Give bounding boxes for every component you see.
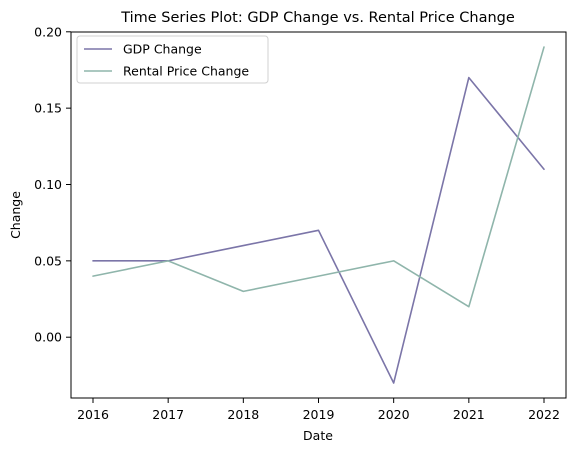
y-axis-label: Change [8,191,23,239]
data-point [467,305,470,308]
x-axis-label: Date [303,428,333,443]
legend-label: Rental Price Change [123,64,249,79]
data-point [542,45,545,48]
x-tick-label: 2017 [152,407,184,422]
legend-box [76,35,269,84]
y-tick-label: 0.05 [34,253,62,268]
data-point [242,290,245,293]
x-tick-label: 2022 [528,407,560,422]
series-1 [91,45,545,308]
data-point [317,229,320,232]
x-tick-label: 2018 [227,407,259,422]
legend-label: GDP Change [123,42,202,57]
data-point [242,244,245,247]
series-layer [91,45,545,384]
x-tick-label: 2016 [77,407,109,422]
x-axis: 2016 2017 2018 2019 2020 2021 2022 [77,398,560,422]
chart-title: Time Series Plot: GDP Change vs. Rental … [120,10,515,26]
series-line [92,46,545,308]
data-point [317,275,320,278]
data-point [467,76,470,79]
legend: GDP Change Rental Price Change [76,35,269,84]
plot-frame [70,31,567,399]
data-point [542,168,545,171]
y-axis: 0.00 0.05 0.10 0.15 0.20 [34,24,71,345]
data-point [91,259,94,262]
plot-area: 2016 2017 2018 2019 2020 2021 2022 0.00 0.05 0.1… [34,24,567,422]
y-tick-label: 0.00 [34,330,62,345]
data-point [167,259,170,262]
x-tick-label: 2020 [378,407,410,422]
data-point [392,259,395,262]
data-point [392,381,395,384]
legend-items: GDP Change Rental Price Change [84,42,249,79]
y-tick-label: 0.15 [34,101,62,116]
x-tick-label: 2019 [303,407,335,422]
y-tick-label: 0.10 [34,177,62,192]
y-tick-label: 0.20 [34,24,62,39]
data-point [91,275,94,278]
x-tick-label: 2021 [453,407,485,422]
